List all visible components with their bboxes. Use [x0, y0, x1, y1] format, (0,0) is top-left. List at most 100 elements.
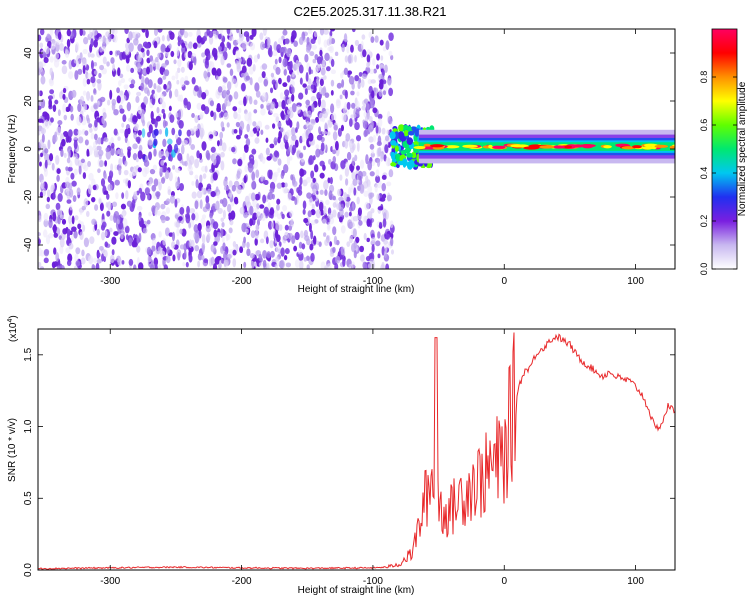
spectrogram-cell: [267, 202, 271, 210]
spectrogram-cell: [229, 68, 234, 77]
spectrogram-cell: [221, 235, 225, 243]
spectrogram-cell: [334, 262, 339, 269]
spectrogram-cell: [358, 220, 363, 226]
spectrogram-cell: [266, 36, 271, 47]
spectrogram-cell: [93, 102, 99, 110]
spectrogram-cell: [77, 129, 83, 136]
spectrogram-cell: [181, 228, 187, 237]
spectrogram-cell: [361, 105, 367, 111]
spectrogram-cell: [149, 55, 154, 62]
spectrogram-cell: [188, 61, 193, 71]
spectrogram-cell: [323, 232, 327, 237]
signal-peak: [654, 144, 668, 148]
spectrogram-cell: [205, 202, 211, 210]
spectrogram-cell: [330, 103, 335, 114]
spectrogram-cell: [188, 41, 193, 49]
spectrogram-cell: [339, 174, 343, 181]
spectrogram-cell: [213, 111, 217, 121]
spectrogram-cell: [82, 48, 88, 55]
spectrogram-cell: [306, 85, 311, 91]
spectrogram-cell: [215, 155, 221, 166]
spectrogram-cell: [315, 148, 321, 158]
spectrogram-cell: [275, 256, 280, 262]
spectrogram-cell: [315, 144, 320, 150]
spectrogram-cell: [56, 126, 62, 136]
spectrogram-cell: [379, 39, 384, 46]
signal-peak: [529, 145, 537, 149]
spectrogram-cell: [280, 172, 285, 179]
spectrogram-cell: [275, 221, 280, 232]
spectrogram-cell: [366, 237, 370, 243]
spectrogram-cell: [226, 122, 230, 128]
spectrogram-cell: [67, 148, 71, 159]
spectrogram-cell: [288, 110, 294, 119]
spectrogram-cell: [354, 154, 358, 162]
spectrogram-cell: [371, 237, 376, 242]
spectrogram-cell: [308, 29, 313, 35]
spectrogram-cell: [124, 29, 129, 35]
spectrogram-cell: [88, 172, 94, 181]
spectrogram-cell: [48, 98, 53, 108]
spectrogram-cell: [298, 64, 304, 74]
spectrogram-cell: [93, 133, 98, 141]
spectrogram-cell: [243, 236, 246, 244]
spectrogram-cell: [341, 112, 347, 122]
spectrogram-cell: [367, 263, 373, 269]
spectrogram-cell: [180, 144, 185, 155]
spectrogram-cell: [362, 261, 368, 269]
spectrogram-x-tick-label: 0: [501, 276, 507, 287]
spectrogram-cell: [263, 179, 269, 186]
spectrogram-cell: [190, 144, 196, 151]
spectrogram-cell: [386, 129, 390, 135]
spectrogram-cell: [210, 191, 216, 198]
spectrogram-cell: [69, 105, 74, 113]
spectrogram-cell: [368, 136, 374, 143]
spectrogram-cell: [187, 165, 193, 172]
spectrogram-cell: [148, 211, 152, 217]
spectrogram-cell: [154, 206, 158, 217]
spectrogram-cell: [152, 190, 156, 199]
spectrogram-cell: [102, 46, 107, 52]
spectrogram-cell: [389, 220, 394, 229]
spectrogram-cell: [119, 108, 125, 114]
spectrogram-cell: [135, 136, 141, 143]
spectrogram-cell: [82, 90, 87, 96]
spectrogram-cell: [128, 237, 133, 247]
spectrogram-cell: [199, 199, 203, 210]
spectrogram-cell: [359, 159, 365, 169]
spectrogram-cell: [310, 181, 316, 190]
spectrogram-cell: [120, 203, 127, 210]
spectrogram-cell: [292, 180, 298, 187]
spectrogram-cell: [351, 171, 356, 181]
spectrogram-cell: [296, 104, 301, 114]
spectrogram-cell: [127, 180, 131, 189]
spectrogram-cell: [106, 193, 110, 200]
spectrogram-cell: [188, 239, 193, 249]
spectrogram-cell: [146, 219, 151, 225]
spectrogram-cell: [102, 56, 107, 65]
spectrogram-cell: [119, 152, 124, 158]
spectrogram-cell: [194, 200, 199, 210]
spectrogram-cell: [40, 179, 45, 190]
spectrogram-cell: [44, 45, 50, 55]
spectrogram-cell: [116, 95, 121, 104]
spectrogram-cell: [301, 243, 306, 250]
spectrogram-cell: [49, 56, 54, 63]
spectrogram-cell: [100, 178, 106, 187]
spectrogram-cell: [261, 63, 268, 70]
spectrogram-cell: [101, 116, 105, 125]
spectrogram-cell: [77, 103, 82, 112]
spectrogram-cell: [179, 244, 185, 250]
spectrogram-cell: [156, 106, 160, 114]
spectrogram-cell: [153, 29, 159, 36]
spectrogram-cell: [196, 102, 202, 110]
spectrogram-cell: [201, 214, 207, 219]
spectrogram-cell: [168, 90, 173, 99]
spectrogram-cell: [112, 63, 115, 72]
snr-x-tick-label: 100: [627, 576, 644, 587]
spectrogram-cell: [38, 215, 42, 223]
spectrogram-cell: [221, 221, 225, 228]
spectrogram-cell: [323, 29, 329, 35]
spectrogram-cell: [279, 127, 284, 133]
